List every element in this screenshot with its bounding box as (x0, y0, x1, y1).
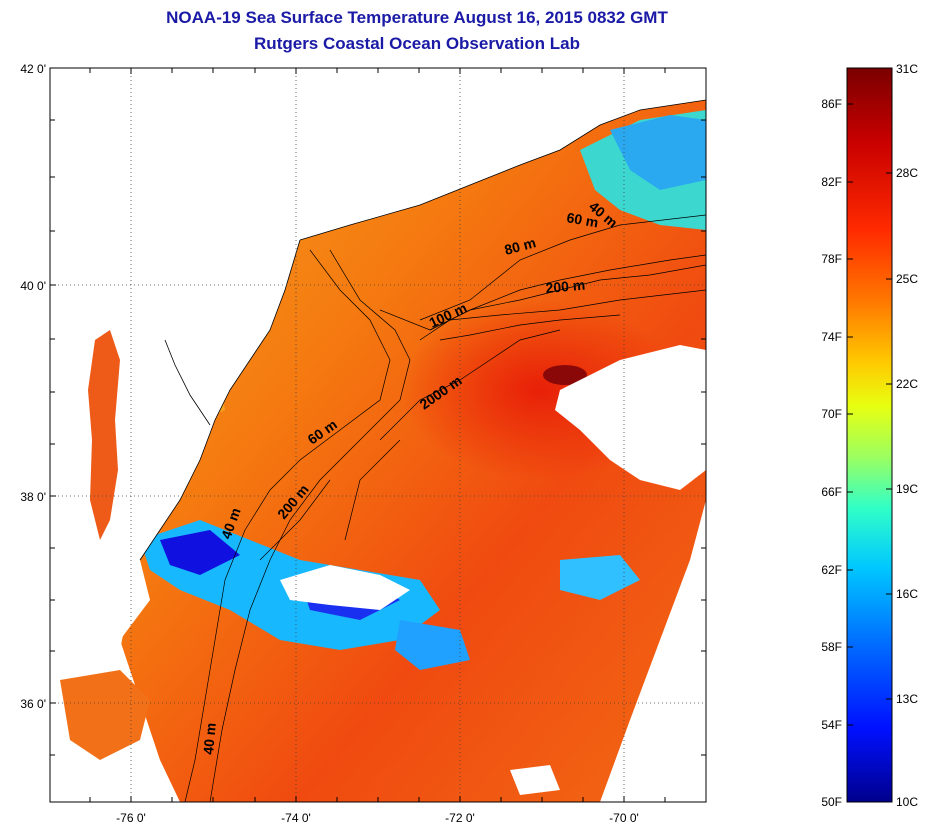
cold-core-1 (160, 530, 240, 575)
map-subtitle: Rutgers Coastal Ocean Observation Lab (254, 34, 580, 53)
lon-label: -74 0' (281, 811, 311, 825)
colorbar-ticks (847, 103, 892, 726)
contour-label: 80 m (503, 234, 538, 258)
contour-label: 60 m (565, 209, 599, 230)
colorbar-f-label: 78F (821, 252, 842, 266)
lon-label: -70 0' (609, 811, 639, 825)
land-south (50, 760, 110, 802)
colorbar-gradient (846, 67, 893, 803)
cool-patch-east (560, 555, 640, 600)
colorbar-f-label: 86F (821, 97, 842, 111)
colorbar-c-label: 16C (896, 587, 918, 601)
cool-patch-south (395, 620, 470, 670)
map-gridlines (50, 68, 706, 802)
colorbar-c-label: 10C (896, 795, 918, 809)
cloud-patch-3 (510, 765, 560, 795)
colorbar-c-label: 25C (896, 272, 918, 286)
colorbar-f-label: 58F (821, 640, 842, 654)
lon-label: -72 0' (445, 811, 475, 825)
lat-label: 36 0' (20, 697, 46, 711)
cloud-patch-1 (555, 345, 706, 490)
map-ticks (50, 67, 706, 802)
colorbar-f-label: 70F (821, 407, 842, 421)
cold-water-patch (610, 115, 706, 190)
map-title: NOAA-19 Sea Surface Temperature August 1… (166, 8, 668, 27)
colorbar: 86F 82F 78F 74F 70F 66F 62F 58F 54F 50F … (821, 62, 918, 809)
colorbar-f-label: 62F (821, 563, 842, 577)
pamlico-sound-water (60, 670, 150, 760)
colorbar-f-label: 74F (821, 330, 842, 344)
colorbar-c-label: 28C (896, 166, 918, 180)
colorbar-c-label: 13C (896, 692, 918, 706)
chesapeake-bay-water (88, 330, 120, 540)
contour-label: 40 m (200, 722, 219, 755)
colorbar-f-label: 54F (821, 718, 842, 732)
lat-label: 40 0' (20, 279, 46, 293)
lat-label: 42 0' (20, 62, 46, 76)
colorbar-c-label: 19C (896, 482, 918, 496)
colorbar-c-label: 31C (896, 62, 918, 76)
contour-label: 200 m (545, 277, 586, 296)
coastline (139, 99, 706, 561)
hot-spot (543, 365, 587, 385)
land-southwest (50, 560, 130, 690)
colorbar-f-label: 82F (821, 175, 842, 189)
colorbar-c-label: 22C (896, 377, 918, 391)
lat-label: 38 0' (20, 490, 46, 504)
cloud-patch-2 (280, 565, 410, 610)
land-northeast (50, 68, 706, 560)
land-delmarva (125, 340, 210, 540)
map-area: 40 m 60 m 80 m 200 m 100 m 2000 m 60 m 2… (50, 68, 706, 802)
colorbar-f-label: 50F (821, 795, 842, 809)
colorbar-f-label: 66F (821, 485, 842, 499)
lon-label: -76 0' (116, 811, 146, 825)
bathymetry-contours (184, 214, 706, 802)
